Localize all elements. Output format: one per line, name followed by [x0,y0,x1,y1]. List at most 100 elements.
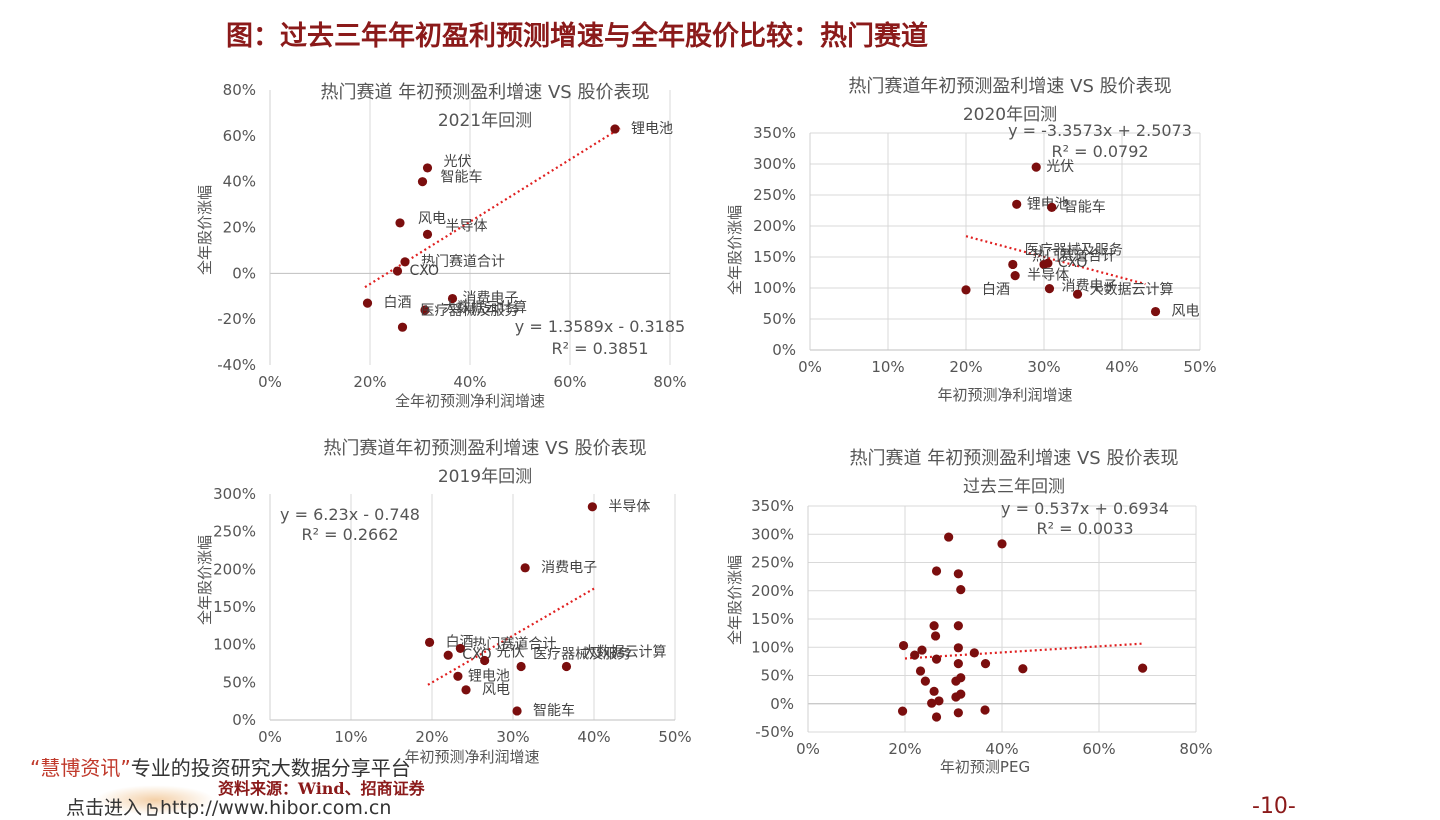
data-point [480,655,490,666]
x-tick-label: 0% [258,373,282,391]
data-label: 大数据云计算 [1090,282,1174,298]
y-tick-label: 250% [213,523,256,541]
source-note: 资料来源：Wind、招商证券 [218,779,425,798]
y-tick-label: 350% [753,124,796,142]
x-tick-label: 0% [796,740,820,758]
data-point [417,177,428,187]
pointing-hand-icon [147,803,158,816]
data-point [1044,284,1055,294]
data-point [930,631,941,641]
data-point [931,566,942,576]
data-point [980,659,991,669]
data-label: 白酒 [384,295,412,311]
y-tick-label: 0% [772,341,796,359]
page-number: -10- [1252,794,1296,819]
chart-2019: 0% 10% 20% 30% 40% 50% 0% 50% 100% 150% 200% 250% 30… [196,438,692,766]
x-tick-label: 60% [1082,740,1115,758]
data-point [953,569,963,579]
x-tick-label: 50% [658,728,691,746]
data-point [931,654,942,664]
data-point [898,640,909,651]
data-label: 光伏 [444,154,472,170]
data-point [1018,664,1028,674]
y-tick-label: 300% [751,525,794,543]
data-label: 锂电池 [468,668,510,684]
data-point [929,686,939,696]
data-point [455,643,465,654]
x-tick-label: 20% [949,358,982,376]
x-tick-label: 20% [353,373,386,391]
r-squared: R² = 0.0033 [1036,519,1133,538]
data-label: 半导体 [1027,268,1069,284]
data-label: 大数据云计算 [443,300,527,316]
data-point [420,305,430,315]
data-label: 风电 [418,211,446,227]
data-point [520,563,530,573]
footer-link[interactable]: 点击进入 http://www.hibor.com.cn [66,793,391,820]
y-tick-label: 0% [232,264,256,282]
y-tick-label: 80% [223,81,256,99]
data-label: 锂电池 [631,121,673,137]
y-tick-label: -20% [217,310,256,328]
data-label: 热门赛道合计 [1032,248,1116,264]
data-label: 智能车 [1064,198,1106,215]
footer-brand[interactable]: 慧博资讯 [40,756,121,780]
x-axis-label: 年初预测净利润增速 [937,386,1072,404]
x-tick-label: 20% [415,728,448,746]
data-label: 半导体 [608,499,650,515]
chart-2021: 0% 20% 40% 60% 80% -40% -20% 0% 20% 40% 60% 80% 热门赛道… [196,81,687,410]
data-point [1138,663,1148,673]
data-point [512,706,522,716]
data-point [1010,271,1020,281]
data-label: 半导体 [446,218,488,234]
trend-equation: y = 1.3589x - 0.3185 [515,317,685,336]
y-tick-label: 200% [751,582,794,600]
chart-three-year: 0% 20% 40% 60% 80%-50%0%50%100%150%200%250%3… [726,448,1213,776]
data-point [931,712,942,722]
chart-subtitle: 2021年回测 [438,111,532,131]
y-tick-label: 50% [763,310,796,328]
link-url[interactable]: http://www.hibor.com.cn [160,797,392,819]
data-label: 热门赛道合计 [421,254,505,270]
data-label: 消费电子 [463,291,519,307]
data-point [1031,162,1041,172]
footer-tagline-text: 专业的投资研究大数据分享平台 [130,756,411,780]
x-tick-label: 80% [1179,740,1212,758]
data-point [910,650,920,660]
data-point [516,661,526,672]
chart-title: 热门赛道年初预测盈利增速 VS 股价表现 [323,438,646,459]
trend-line [965,235,1146,286]
data-point [920,676,930,686]
data-point [951,692,961,702]
data-point [610,124,620,134]
data-point [1072,289,1083,299]
data-label: 智能车 [533,702,575,719]
data-label: 白酒 [982,282,1010,298]
x-axis-label: 年初预测PEG [940,758,1030,776]
data-point [395,218,405,228]
y-tick-label: 250% [751,554,794,572]
quote-close: ” [120,756,131,780]
y-tick-label: 200% [213,560,256,578]
trend-line [427,587,595,686]
y-tick-label: 50% [223,673,256,691]
data-point [897,706,908,716]
x-tick-label: 40% [985,740,1018,758]
footer-tagline: “慧博资讯”专业的投资研究大数据分享平台 [30,752,411,781]
trend-equation: y = 0.537x + 0.6934 [1001,499,1169,518]
data-point [461,685,471,695]
r-squared: R² = 0.2662 [301,525,398,544]
data-point [362,298,373,308]
x-tick-label: 50% [1183,358,1216,376]
y-tick-label: 60% [223,127,256,145]
data-point [961,285,971,295]
quote-open: “ [30,756,41,780]
data-point [1150,306,1161,317]
data-point [953,643,963,653]
y-tick-label: 100% [213,636,256,654]
data-point [392,266,403,276]
y-axis-label: 全年股价涨幅 [196,185,214,275]
x-tick-label: 80% [653,373,686,391]
trend-line [904,642,1143,660]
x-tick-label: 30% [1027,358,1060,376]
